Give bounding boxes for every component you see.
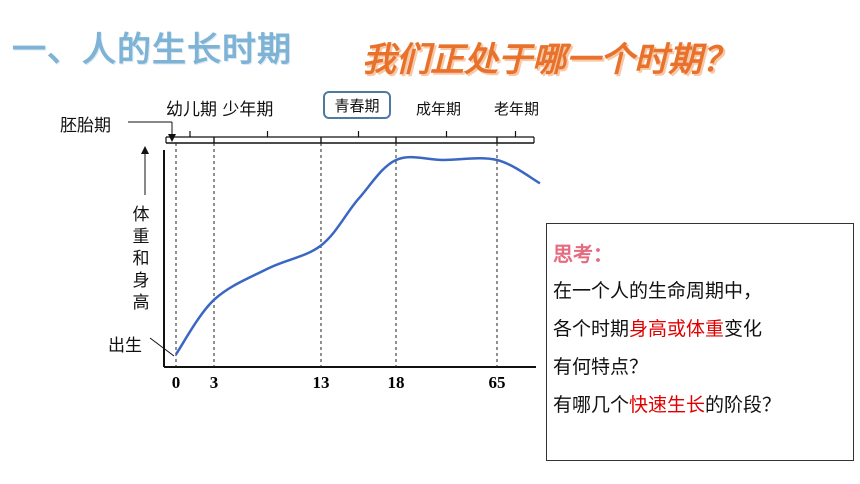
stage-label-adult: 成年期 — [416, 100, 462, 118]
x-tick-label: 65 — [489, 373, 506, 392]
embryo-label: 胚胎期 — [60, 116, 111, 136]
stage-label-puberty-box[interactable]: 青春期 — [323, 91, 391, 119]
stage-brackets — [165, 131, 535, 143]
x-tick-label: 18 — [388, 373, 405, 392]
think-line-4-highlight: 快速生长 — [629, 394, 706, 416]
page-title: 一、人的生长时期 — [12, 30, 292, 70]
stage-bracket — [496, 131, 535, 143]
think-line-4-a: 有哪几个 — [553, 394, 630, 416]
think-line-2: 各个时期身高或体重变化 — [553, 317, 853, 341]
y-axis-char: 和 — [132, 249, 150, 269]
think-line-4-b: 的阶段？ — [705, 394, 782, 416]
think-line-2-highlight: 身高或体重 — [629, 318, 725, 340]
y-axis-char: 重 — [132, 227, 150, 247]
question-title: 我们正处于哪一个时期？ — [362, 40, 736, 80]
y-axis-char: 体 — [132, 205, 150, 225]
y-axis-char: 高 — [132, 293, 150, 313]
x-tick-label: 3 — [210, 373, 219, 392]
think-line-2-a: 各个时期 — [553, 318, 630, 340]
think-line-4: 有哪几个快速生长的阶段？ — [553, 393, 853, 417]
think-line-2-b: 变化 — [724, 318, 763, 340]
think-line-3: 有何特点？ — [553, 356, 649, 378]
y-axis-arrowhead — [141, 146, 149, 154]
stage-bracket — [165, 131, 215, 143]
stage-label-puberty: 青春期 — [334, 96, 380, 115]
x-tick-labels: 0 3 13 18 65 — [172, 373, 506, 392]
y-axis-label: 体 重 和 身 高 — [130, 204, 152, 314]
stage-bracket — [213, 131, 322, 143]
birth-label: 出生 — [108, 336, 142, 356]
stage-bracket — [320, 131, 397, 143]
think-panel: 思考： 在一个人的生命周期中， 各个时期身高或体重变化 有何特点？ 有哪几个快速… — [546, 223, 854, 461]
birth-pointer — [149, 337, 175, 357]
growth-curve — [174, 155, 541, 355]
stage-bracket — [395, 131, 498, 143]
x-tick-label: 0 — [172, 373, 181, 392]
think-line-1: 在一个人的生命周期中， — [553, 280, 763, 302]
think-title: 思考： — [553, 242, 613, 266]
embryo-arrowhead — [168, 134, 176, 142]
x-tick-label: 13 — [313, 373, 330, 392]
y-axis-char: 身 — [132, 271, 150, 291]
stage-label-infant-child: 幼儿期 少年期 — [166, 100, 274, 120]
stage-label-elder: 老年期 — [494, 100, 540, 118]
period-dividers — [175, 143, 498, 367]
